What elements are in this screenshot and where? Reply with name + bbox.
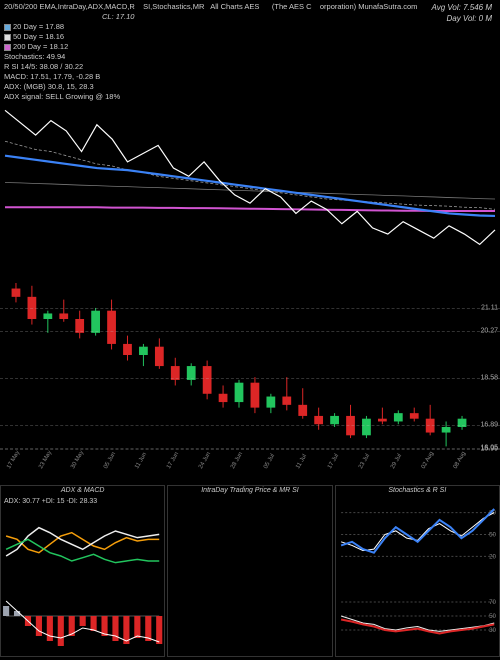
indicator-row: ADX & MACD ADX: 30.77 +DI: 15 -DI: 28.33… — [0, 485, 500, 657]
intraday-panel: IntraDay Trading Price & MR SI — [167, 485, 332, 657]
candlestick-chart: 21.1120.2718.5816.8916.0515.99 17 May23 … — [0, 278, 500, 483]
moving-average-chart — [0, 0, 500, 275]
svg-text:20: 20 — [489, 554, 496, 560]
svg-text:30: 30 — [489, 628, 496, 634]
svg-text:50: 50 — [489, 533, 496, 539]
svg-text:70: 70 — [489, 600, 496, 606]
adx-macd-panel: ADX & MACD ADX: 30.77 +DI: 15 -DI: 28.33 — [0, 485, 165, 657]
svg-text:50: 50 — [489, 614, 496, 620]
stoch-rsi-panel: Stochastics & R SI 805020705030 — [335, 485, 500, 657]
